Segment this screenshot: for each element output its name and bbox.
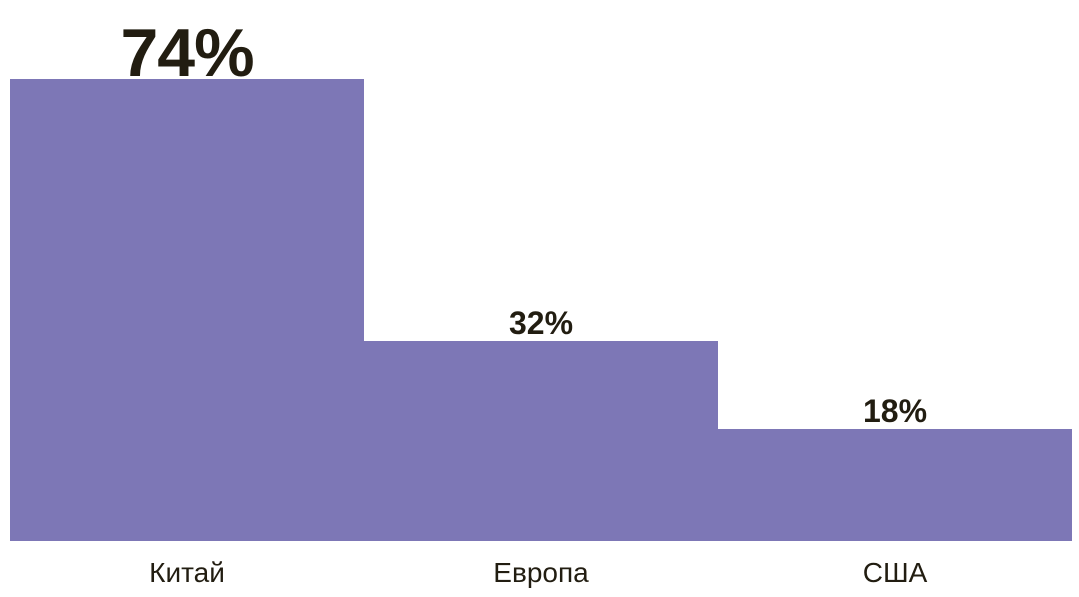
bar-column-usa: 18% (718, 0, 1072, 541)
value-label-china: 74% (120, 15, 254, 91)
bar-column-china: 74% (10, 0, 364, 541)
category-axis: Китай Европа США (10, 541, 1072, 597)
category-label-china: Китай (149, 557, 225, 588)
value-label-europe: 32% (508, 305, 574, 341)
plot-area: 74% 32% 18% (10, 0, 1072, 541)
bar-usa (718, 429, 1072, 541)
bar-column-europe: 32% (364, 0, 718, 541)
category-label-europe: Европа (493, 557, 589, 588)
category-label-usa: США (862, 557, 928, 588)
bar-europe (364, 341, 718, 541)
bar-china (10, 79, 364, 541)
value-label-usa: 18% (862, 393, 928, 429)
